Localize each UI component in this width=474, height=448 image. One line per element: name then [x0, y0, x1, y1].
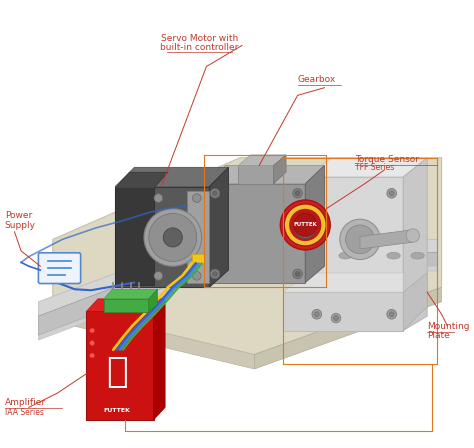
- Polygon shape: [86, 311, 154, 420]
- Polygon shape: [115, 186, 209, 287]
- Ellipse shape: [192, 194, 201, 202]
- Polygon shape: [206, 184, 305, 283]
- Ellipse shape: [192, 271, 201, 280]
- Polygon shape: [187, 239, 437, 252]
- Polygon shape: [38, 235, 221, 316]
- Polygon shape: [86, 299, 165, 311]
- Polygon shape: [192, 254, 203, 263]
- Polygon shape: [149, 289, 157, 312]
- Text: Mounting: Mounting: [427, 322, 470, 331]
- Text: IAA Series: IAA Series: [5, 408, 44, 417]
- Polygon shape: [187, 266, 437, 271]
- Ellipse shape: [293, 189, 302, 198]
- Ellipse shape: [90, 353, 94, 358]
- Ellipse shape: [331, 313, 341, 323]
- Polygon shape: [53, 306, 255, 369]
- Ellipse shape: [210, 189, 220, 198]
- Polygon shape: [255, 287, 442, 369]
- Ellipse shape: [387, 310, 396, 319]
- Ellipse shape: [411, 252, 424, 259]
- Ellipse shape: [291, 252, 304, 259]
- Polygon shape: [307, 158, 427, 177]
- Ellipse shape: [213, 191, 218, 196]
- Ellipse shape: [154, 194, 163, 202]
- Text: FUTTEK: FUTTEK: [104, 408, 130, 413]
- Text: Torque Sensor: Torque Sensor: [355, 155, 419, 164]
- Polygon shape: [206, 165, 325, 184]
- Ellipse shape: [210, 269, 220, 279]
- Ellipse shape: [387, 252, 401, 259]
- Ellipse shape: [295, 191, 300, 196]
- Ellipse shape: [144, 209, 201, 266]
- Ellipse shape: [312, 189, 321, 198]
- Ellipse shape: [280, 200, 330, 250]
- Ellipse shape: [314, 312, 319, 317]
- Polygon shape: [283, 292, 403, 331]
- Ellipse shape: [339, 252, 352, 259]
- Text: built-in controller: built-in controller: [161, 43, 239, 52]
- Polygon shape: [403, 158, 427, 331]
- Ellipse shape: [295, 217, 316, 238]
- Ellipse shape: [340, 219, 380, 259]
- Polygon shape: [238, 155, 286, 165]
- Ellipse shape: [90, 328, 94, 333]
- Polygon shape: [104, 289, 157, 299]
- Polygon shape: [273, 155, 286, 184]
- Text: Plate: Plate: [427, 331, 450, 340]
- Ellipse shape: [295, 271, 300, 276]
- Polygon shape: [187, 191, 209, 283]
- Polygon shape: [187, 252, 437, 266]
- Ellipse shape: [314, 191, 319, 196]
- Ellipse shape: [294, 213, 317, 237]
- Text: FUTTEK: FUTTEK: [293, 223, 317, 228]
- Ellipse shape: [389, 191, 394, 196]
- Text: TFF Series: TFF Series: [355, 163, 394, 172]
- Polygon shape: [209, 168, 228, 287]
- Polygon shape: [38, 266, 221, 340]
- Ellipse shape: [163, 228, 182, 247]
- Ellipse shape: [300, 222, 311, 233]
- Polygon shape: [238, 165, 273, 184]
- Ellipse shape: [389, 312, 394, 317]
- Text: Gearbox: Gearbox: [298, 75, 336, 84]
- Text: Power: Power: [5, 211, 32, 220]
- Text: Supply: Supply: [5, 221, 36, 230]
- Ellipse shape: [149, 213, 197, 262]
- Ellipse shape: [154, 271, 163, 280]
- Text: Amplifier: Amplifier: [5, 398, 46, 407]
- Polygon shape: [53, 158, 442, 354]
- Polygon shape: [403, 273, 427, 331]
- Polygon shape: [305, 165, 325, 283]
- Polygon shape: [360, 230, 413, 249]
- FancyBboxPatch shape: [38, 253, 81, 284]
- Polygon shape: [115, 189, 154, 285]
- Ellipse shape: [213, 271, 218, 276]
- Ellipse shape: [293, 269, 302, 279]
- Polygon shape: [115, 168, 228, 186]
- Ellipse shape: [387, 189, 396, 198]
- Polygon shape: [283, 273, 403, 292]
- Polygon shape: [38, 247, 221, 336]
- Ellipse shape: [90, 340, 94, 345]
- Ellipse shape: [284, 204, 327, 246]
- Ellipse shape: [334, 316, 338, 320]
- Polygon shape: [307, 177, 403, 331]
- Ellipse shape: [406, 229, 419, 242]
- Polygon shape: [154, 299, 165, 420]
- Ellipse shape: [312, 310, 321, 319]
- Text: Servo Motor with: Servo Motor with: [161, 34, 238, 43]
- Polygon shape: [104, 299, 149, 312]
- Text: ℱ: ℱ: [106, 355, 128, 389]
- Polygon shape: [115, 172, 168, 189]
- Ellipse shape: [346, 225, 374, 254]
